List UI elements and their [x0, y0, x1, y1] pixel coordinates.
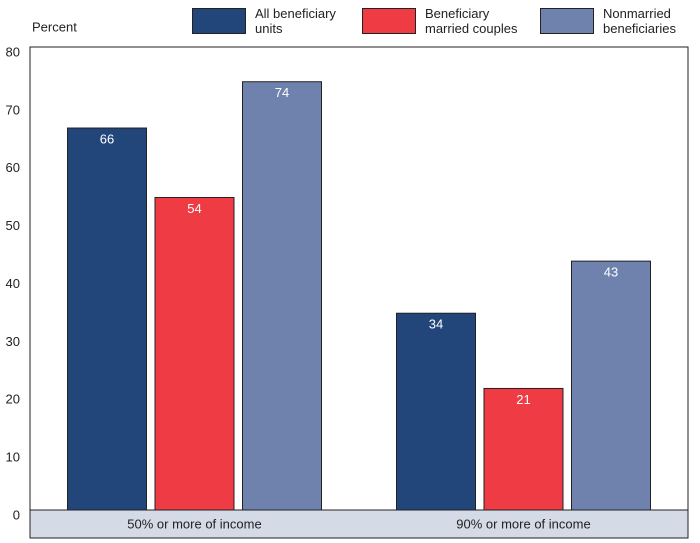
bar	[242, 81, 322, 511]
value-label: 43	[604, 265, 618, 280]
x-tick-label: 50% or more of income	[127, 516, 261, 531]
value-label: 21	[516, 392, 530, 407]
bar	[483, 387, 564, 511]
x-tick-label: 90% or more of income	[456, 516, 590, 531]
bar	[396, 312, 476, 511]
legend-item: Nonmarried beneficiaries	[540, 6, 700, 36]
legend-item: All beneficiary units	[192, 6, 355, 36]
value-label: 54	[187, 201, 201, 216]
value-label: 34	[429, 317, 443, 332]
y-tick-label: 80	[6, 44, 20, 59]
value-label: 66	[100, 131, 114, 146]
bar	[154, 196, 235, 511]
y-tick-label: 40	[6, 276, 20, 291]
y-tick-label: 60	[6, 160, 20, 175]
y-tick-label: 30	[6, 334, 20, 349]
y-tick-label: 70	[6, 102, 20, 117]
legend-swatch	[540, 8, 594, 34]
legend-item: Beneficiary married couples	[362, 6, 535, 36]
legend-label: Nonmarried beneficiaries	[603, 6, 676, 36]
y-tick-label: 10	[6, 450, 20, 465]
value-label: 74	[275, 85, 289, 100]
y-tick-label: 20	[6, 392, 20, 407]
y-tick-label: 50	[6, 218, 20, 233]
bar	[67, 127, 147, 511]
category-band	[29, 509, 689, 539]
y-tick-label: 0	[13, 507, 20, 522]
legend-label: All beneficiary units	[255, 6, 336, 36]
y-axis-label: Percent	[32, 19, 77, 34]
bar	[571, 260, 651, 511]
legend-swatch	[192, 8, 246, 34]
legend-swatch	[362, 8, 416, 34]
legend-label: Beneficiary married couples	[425, 6, 518, 36]
